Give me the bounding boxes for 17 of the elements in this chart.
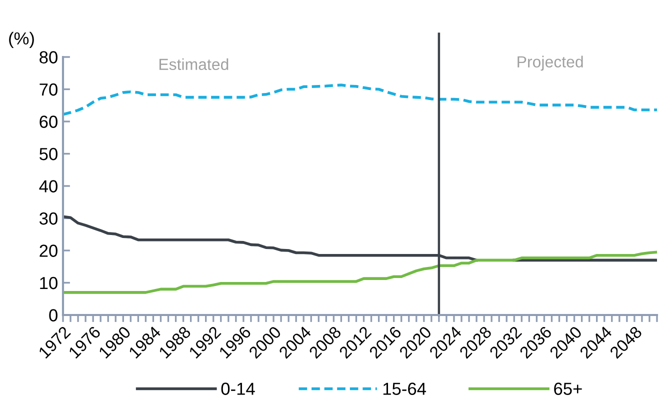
y-tick-label: 50 [40, 148, 58, 160]
legend-label: 15-64 [383, 382, 426, 395]
legend-label: 0-14 [221, 382, 255, 395]
annotation: Estimated [159, 58, 228, 70]
y-tick-label: 40 [39, 180, 58, 192]
y-tick-label: 20 [40, 244, 58, 257]
y-tick-label: 0 [49, 309, 58, 322]
y-tick-label: 60 [40, 116, 58, 128]
y-tick-label: 70 [40, 83, 58, 96]
annotation: Projected [518, 56, 583, 71]
line-series [63, 84, 657, 116]
y-axis-title: (%) [9, 32, 34, 48]
y-tick-label: 80 [40, 51, 58, 64]
y-tick-label: 30 [39, 212, 58, 225]
line-series [63, 250, 657, 294]
legend-label: 65+ [554, 382, 582, 395]
y-tick-label: 10 [40, 276, 58, 290]
